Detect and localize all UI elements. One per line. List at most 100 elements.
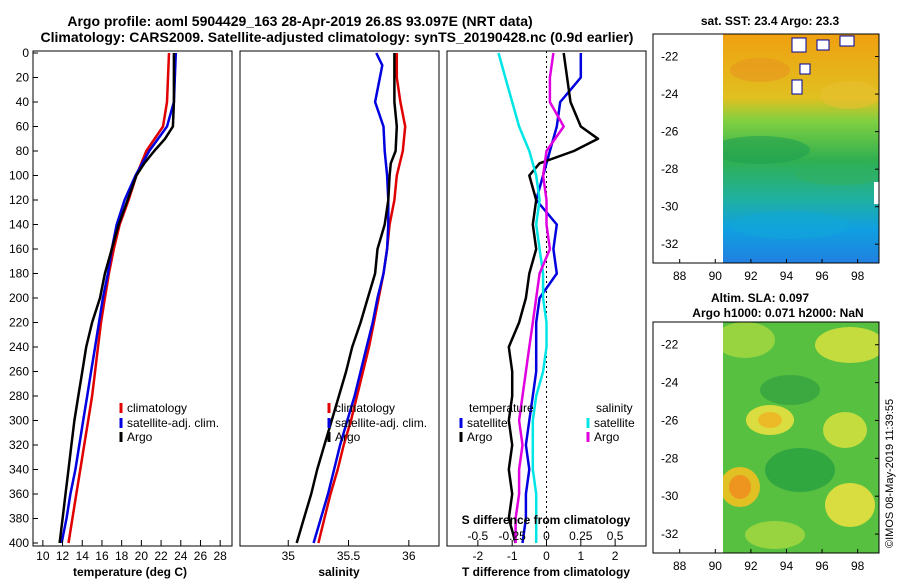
footer-timestamp: ©IMOS 08-May-2019 11:39:55	[884, 399, 896, 548]
map-y-tick-label: -26	[661, 413, 679, 427]
map-x-tick-label: 90	[709, 269, 723, 283]
s-difference-tick-label: 0	[543, 529, 550, 543]
difference-legend: temperature satellite Argo salinity sate…	[459, 401, 635, 444]
series-line-t-satellite	[521, 53, 583, 544]
salinity-panel-frame	[239, 50, 440, 547]
legend-label-satellite: satellite-adj. clim.	[127, 416, 219, 430]
salinity-axis-label: salinity	[318, 565, 360, 579]
x-tick-label: 36	[402, 549, 416, 563]
y-tick-label: 120	[9, 193, 29, 207]
y-tick-label: 40	[16, 95, 30, 109]
map-y-tick-label: -30	[661, 200, 679, 214]
y-tick-label: 380	[9, 512, 29, 526]
series-line-s-argo	[514, 52, 565, 543]
map-x-tick-label: 92	[744, 559, 758, 573]
legend-label-s-satellite: satellite	[594, 416, 635, 430]
y-tick-label: 340	[9, 463, 29, 477]
legend-label-t-argo: Argo	[467, 430, 493, 444]
y-tick-label: 400	[9, 536, 29, 550]
map-y-tick-label: -26	[661, 125, 679, 139]
series-line-t-argo	[507, 52, 600, 544]
x-tick-label: 2	[612, 549, 619, 563]
t-difference-axis-label: T difference from climatology	[462, 565, 630, 579]
x-tick-label: 16	[95, 549, 109, 563]
map-y-tick-label: -28	[661, 162, 679, 176]
s-difference-tick-label: -0.5	[468, 529, 489, 543]
y-tick-label: 180	[9, 267, 29, 281]
map-y-tick-label: -22	[661, 338, 679, 352]
y-tick-label: 360	[9, 487, 29, 501]
x-tick-label: 35.5	[337, 549, 361, 563]
map-x-tick-label: 96	[815, 269, 829, 283]
profile-axes: 10 12 14 16 18 20 22 24 26 2802040608010012014016…	[9, 46, 624, 563]
s-difference-tick-label: 0.5	[607, 529, 624, 543]
x-tick-label: 20	[135, 549, 149, 563]
sla-map-title-line1: Altim. SLA: 0.097	[711, 291, 809, 305]
map-y-tick-label: -22	[661, 50, 679, 64]
sla-map-frame	[652, 321, 880, 554]
x-tick-label: 28	[213, 549, 227, 563]
x-tick-label: 10	[36, 549, 50, 563]
y-tick-label: 220	[9, 316, 29, 330]
legend-label-argo: Argo	[127, 430, 153, 444]
sst-map-title: sat. SST: 23.4 Argo: 23.3	[701, 14, 840, 28]
s-difference-tick-label: -0.25	[499, 529, 527, 543]
sst-map-axes: 88 90 92 94 96 98 -22 -24 -26 -28 -30 -32	[661, 50, 879, 283]
sst-map-image	[723, 34, 879, 263]
map-y-tick-label: -32	[661, 237, 679, 251]
sla-map-image	[723, 322, 879, 553]
map-x-tick-label: 98	[851, 559, 865, 573]
series-line-satellite-adj-clim-	[60, 52, 178, 544]
y-tick-label: 20	[16, 71, 30, 85]
x-tick-label: -2	[473, 549, 484, 563]
y-tick-label: 320	[9, 438, 29, 452]
x-tick-label: -1	[507, 549, 518, 563]
map-x-tick-label: 96	[815, 559, 829, 573]
map-x-tick-label: 92	[744, 269, 758, 283]
series-line-argo	[295, 53, 399, 544]
x-tick-label: 18	[115, 549, 129, 563]
s-difference-axis-label: S difference from climatology	[462, 513, 631, 527]
sla-map-axes: 88 90 92 94 96 98 -22 -24 -26 -28 -30 -32	[661, 338, 879, 573]
map-x-tick-label: 90	[709, 559, 723, 573]
legend-label-satellite: satellite-adj. clim.	[335, 416, 427, 430]
map-x-tick-label: 88	[673, 269, 687, 283]
sst-map-frame	[652, 33, 880, 264]
map-x-tick-label: 94	[780, 559, 794, 573]
y-tick-label: 80	[16, 144, 30, 158]
x-tick-label: 1	[577, 549, 584, 563]
y-tick-label: 60	[16, 120, 30, 134]
figure-title-line1: Argo profile: aoml 5904429_163 28-Apr-20…	[67, 13, 532, 29]
map-y-tick-label: -28	[661, 451, 679, 465]
legend-label-t-satellite: satellite	[467, 416, 508, 430]
salinity-legend: climatology satellite-adj. clim. Argo	[327, 401, 427, 444]
temperature-axis-label: temperature (deg C)	[73, 565, 187, 579]
y-tick-label: 200	[9, 291, 29, 305]
map-y-tick-label: -24	[661, 376, 679, 390]
y-tick-label: 300	[9, 414, 29, 428]
sla-map-title-line2: Argo h1000: 0.071 h2000: NaN	[692, 306, 863, 320]
map-x-tick-label: 94	[780, 269, 794, 283]
legend-title-salinity: salinity	[596, 401, 633, 415]
y-tick-label: 260	[9, 365, 29, 379]
series-line-s-satellite	[497, 52, 548, 543]
map-x-tick-label: 98	[851, 269, 865, 283]
y-tick-label: 280	[9, 389, 29, 403]
map-y-tick-label: -24	[661, 87, 679, 101]
map-x-tick-label: 88	[673, 559, 687, 573]
legend-label-climatology: climatology	[335, 401, 395, 415]
series-line-climatology	[317, 53, 407, 544]
x-tick-label: 22	[154, 549, 168, 563]
series-line-satellite-adj-clim-	[312, 52, 390, 544]
x-tick-label: 35	[282, 549, 296, 563]
legend-title-temperature: temperature	[469, 401, 534, 415]
x-tick-label: 12	[56, 549, 70, 563]
x-tick-label: 26	[194, 549, 208, 563]
y-tick-label: 0	[22, 46, 29, 60]
series-line-climatology	[67, 52, 171, 544]
legend-label-s-argo: Argo	[594, 430, 620, 444]
x-tick-label: 0	[543, 549, 550, 563]
y-tick-label: 160	[9, 242, 29, 256]
x-tick-label: 24	[174, 549, 188, 563]
